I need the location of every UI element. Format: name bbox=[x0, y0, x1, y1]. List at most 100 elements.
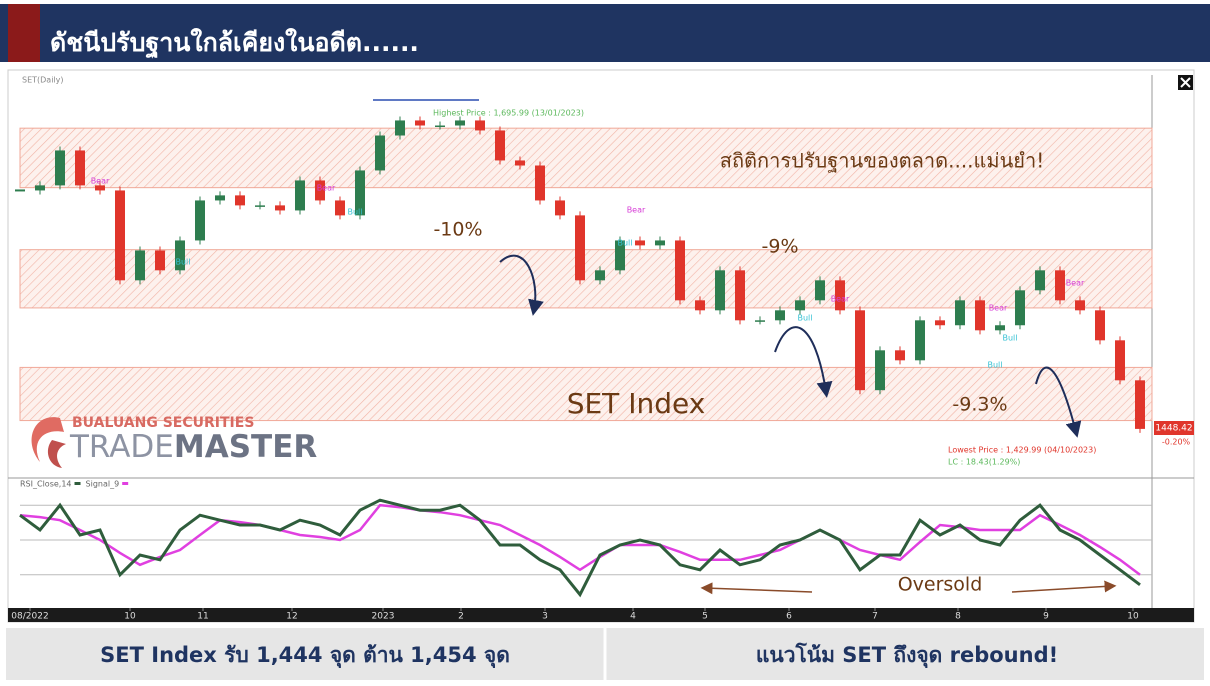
candle bbox=[415, 120, 425, 126]
candle bbox=[1035, 270, 1045, 291]
header-bar bbox=[0, 4, 1210, 62]
drop-label: -10% bbox=[433, 219, 482, 241]
x-tick-label: 12 bbox=[286, 612, 297, 622]
header-title: ดัชนีปรับฐานใกล้เคียงในอดีต...... bbox=[50, 27, 419, 59]
footer-right: แนวโน้ม SET ถึงจุด rebound! bbox=[756, 642, 1058, 669]
candle bbox=[95, 185, 105, 191]
candle bbox=[715, 270, 725, 311]
candle bbox=[955, 300, 965, 326]
candle bbox=[575, 215, 585, 281]
highest-label: Highest Price : 1,695.99 (13/01/2023) bbox=[433, 109, 584, 118]
candle bbox=[315, 180, 325, 201]
candle bbox=[1115, 340, 1125, 381]
candle bbox=[135, 250, 145, 281]
signal-label: Bull bbox=[987, 361, 1002, 370]
candle bbox=[375, 135, 385, 171]
series-line bbox=[19, 498, 1141, 598]
candle bbox=[855, 310, 865, 391]
x-tick-label: 6 bbox=[786, 612, 792, 622]
candle bbox=[355, 170, 365, 216]
candle bbox=[15, 189, 25, 192]
x-tick-label: 4 bbox=[630, 612, 636, 622]
x-tick-label: 5 bbox=[702, 612, 708, 622]
candle bbox=[395, 120, 405, 136]
legend-label: Signal_9 bbox=[86, 480, 120, 489]
drop-label: -9.3% bbox=[952, 394, 1007, 416]
x-tick-label: 9 bbox=[1043, 612, 1049, 622]
rsi-panel: RSI_Close,14 Signal_9 08/2022 10 11 12 2023 2 3 4… bbox=[11, 480, 1152, 622]
logo-mark bbox=[31, 417, 64, 462]
candle bbox=[1055, 270, 1065, 301]
last-price-box bbox=[1154, 421, 1194, 435]
candle bbox=[675, 240, 685, 301]
signal-label: Bull bbox=[617, 239, 632, 248]
series-line bbox=[19, 503, 1141, 576]
zones bbox=[19, 127, 1153, 422]
close-icon bbox=[1180, 77, 1191, 88]
candle bbox=[215, 195, 225, 201]
signal-label: Bull bbox=[797, 314, 812, 323]
trend-arrow bbox=[499, 254, 544, 316]
candle bbox=[755, 320, 765, 322]
last-price: 1448.42 bbox=[1155, 424, 1192, 434]
x-tick-label: 2023 bbox=[372, 612, 395, 622]
legend-swatch bbox=[122, 482, 129, 485]
candle bbox=[255, 205, 265, 207]
lowest-label: Lowest Price : 1,429.99 (04/10/2023) bbox=[948, 446, 1096, 455]
x-tick-label: 11 bbox=[197, 612, 208, 622]
candle bbox=[335, 200, 345, 216]
trend-arrow bbox=[1035, 366, 1082, 438]
oversold-arrow bbox=[700, 582, 813, 595]
candle bbox=[875, 350, 885, 391]
candle bbox=[475, 120, 485, 131]
candle bbox=[895, 350, 905, 361]
candle bbox=[835, 280, 845, 311]
candle bbox=[275, 205, 285, 211]
logo-brand: TRADEMASTER bbox=[69, 429, 317, 465]
time-axis bbox=[8, 608, 1194, 622]
signal-label: Bull bbox=[1002, 334, 1017, 343]
candle bbox=[655, 240, 665, 246]
candle bbox=[235, 195, 245, 206]
candle bbox=[635, 240, 645, 246]
zone bbox=[19, 366, 1153, 422]
price-panel: Bear Bull Bear Bull Bear Bull Bear Bull Bear Bull… bbox=[15, 116, 1145, 433]
signal-label: Bear bbox=[91, 177, 110, 186]
candle bbox=[1095, 310, 1105, 341]
zone bbox=[19, 127, 1153, 189]
x-tick-label: 2 bbox=[458, 612, 464, 622]
candle bbox=[155, 250, 165, 271]
oversold-arrow bbox=[1011, 580, 1117, 593]
logo-mark bbox=[47, 440, 66, 468]
signal-label: Bear bbox=[1066, 279, 1085, 288]
signal-label: Bull bbox=[347, 208, 362, 217]
headline: สถิติการปรับฐานของตลาด....แม่นยำ! bbox=[720, 149, 1045, 173]
candle bbox=[595, 270, 605, 281]
candle bbox=[555, 200, 565, 216]
chart-title: SET(Daily) bbox=[22, 76, 64, 85]
candle bbox=[1015, 290, 1025, 326]
x-tick-label: 3 bbox=[542, 612, 548, 622]
candle bbox=[515, 160, 525, 166]
legend-label: RSI_Close,14 bbox=[20, 480, 72, 489]
candle bbox=[55, 150, 65, 186]
x-tick-label: 10 bbox=[1127, 612, 1139, 622]
candle bbox=[815, 280, 825, 301]
candle bbox=[435, 125, 445, 128]
signal-label: Bear bbox=[317, 184, 336, 193]
oversold-label: Oversold bbox=[898, 574, 983, 596]
drop-label: -9% bbox=[762, 236, 799, 258]
candle bbox=[995, 325, 1005, 331]
logo-brand-bold: MASTER bbox=[174, 429, 317, 465]
x-tick-label: 08/2022 bbox=[11, 612, 48, 622]
candle bbox=[935, 320, 945, 326]
footer-left: SET Index รับ 1,444 จุด ต้าน 1,454 จุด bbox=[100, 643, 510, 669]
candle bbox=[795, 300, 805, 311]
signal-label: Bear bbox=[627, 206, 646, 215]
logo-company: BUALUANG SECURITIES bbox=[72, 415, 254, 431]
candle bbox=[495, 130, 505, 161]
candle bbox=[75, 150, 85, 186]
trend-arrow bbox=[774, 326, 833, 398]
legend-swatch bbox=[74, 482, 81, 485]
